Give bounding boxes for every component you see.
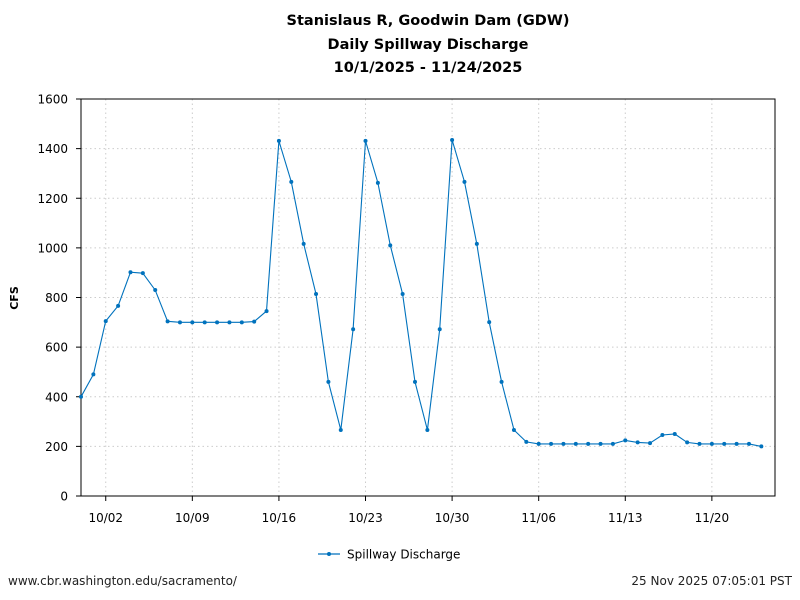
data-point — [648, 441, 653, 446]
data-point — [511, 427, 516, 432]
y-tick-label: 1000 — [37, 241, 68, 255]
data-point — [450, 137, 455, 142]
data-point — [598, 441, 603, 446]
data-point — [314, 292, 319, 297]
data-point — [635, 440, 640, 445]
plot-frame — [80, 98, 776, 497]
chart-title-line1: Stanislaus R, Goodwin Dam (GDW) — [286, 13, 570, 29]
data-point — [623, 438, 628, 443]
data-point — [425, 427, 430, 432]
x-tick-label: 10/30 — [435, 511, 470, 525]
data-point — [536, 441, 541, 446]
data-point — [759, 444, 764, 449]
y-tick-label: 600 — [45, 341, 68, 355]
data-point — [79, 394, 83, 399]
data-point — [326, 379, 331, 384]
data-point — [103, 319, 108, 324]
data-point — [734, 441, 739, 446]
x-tick-label: 10/02 — [88, 511, 123, 525]
data-point — [573, 441, 578, 446]
y-tick-label: 1200 — [37, 192, 68, 206]
data-point — [400, 292, 405, 297]
data-point — [363, 138, 368, 143]
data-point — [165, 319, 170, 324]
data-point — [388, 243, 393, 248]
data-point — [709, 441, 714, 446]
data-point — [697, 441, 702, 446]
data-point — [140, 271, 145, 276]
data-point — [153, 288, 158, 293]
data-point — [660, 432, 665, 437]
y-tick-label: 1400 — [37, 142, 68, 156]
data-point — [722, 441, 727, 446]
legend-marker — [327, 552, 331, 556]
data-point — [375, 180, 380, 185]
data-point — [351, 327, 356, 332]
y-axis-label: CFS — [8, 286, 21, 310]
data-point — [202, 320, 207, 325]
y-tick-label: 400 — [45, 390, 68, 404]
data-point — [672, 431, 677, 436]
data-point — [289, 179, 294, 184]
x-tick-label: 10/09 — [175, 511, 210, 525]
data-point — [252, 319, 257, 324]
x-tick-label: 10/16 — [262, 511, 297, 525]
y-tick-label: 200 — [45, 440, 68, 454]
data-point — [227, 320, 232, 325]
data-point — [586, 441, 591, 446]
data-point — [264, 309, 269, 314]
data-point — [685, 440, 690, 445]
chart-title-line3: 10/1/2025 - 11/24/2025 — [333, 60, 523, 76]
data-point — [128, 270, 133, 275]
x-tick-label: 11/13 — [608, 511, 643, 525]
data-point — [239, 320, 244, 325]
data-point — [412, 379, 417, 384]
data-point — [549, 441, 554, 446]
x-tick-label: 10/23 — [348, 511, 383, 525]
data-point — [524, 439, 529, 444]
data-point — [338, 427, 343, 432]
data-point — [746, 441, 751, 446]
x-tick-label: 11/06 — [521, 511, 556, 525]
y-tick-label: 1600 — [37, 93, 68, 107]
data-point — [91, 372, 96, 377]
source-url[interactable]: www.cbr.washington.edu/sacramento/ — [8, 574, 237, 588]
data-point — [610, 441, 615, 446]
data-point — [301, 241, 306, 246]
data-point — [499, 379, 504, 384]
data-point — [190, 320, 195, 325]
legend: Spillway Discharge — [318, 548, 460, 562]
y-tick-label: 0 — [60, 490, 68, 504]
data-point — [215, 320, 220, 325]
data-point — [276, 138, 281, 143]
legend-label: Spillway Discharge — [347, 548, 460, 562]
data-point — [437, 327, 442, 332]
data-point — [462, 179, 467, 184]
x-tick-label: 11/20 — [695, 511, 730, 525]
data-point — [474, 241, 479, 246]
data-point — [177, 320, 182, 325]
data-point — [487, 320, 492, 325]
data-point — [561, 441, 566, 446]
generated-timestamp: 25 Nov 2025 07:05:01 PST — [631, 574, 792, 588]
data-point — [116, 303, 121, 308]
chart-title-line2: Daily Spillway Discharge — [327, 37, 529, 53]
y-tick-label: 800 — [45, 291, 68, 305]
series-line-spillway-discharge — [80, 139, 762, 447]
